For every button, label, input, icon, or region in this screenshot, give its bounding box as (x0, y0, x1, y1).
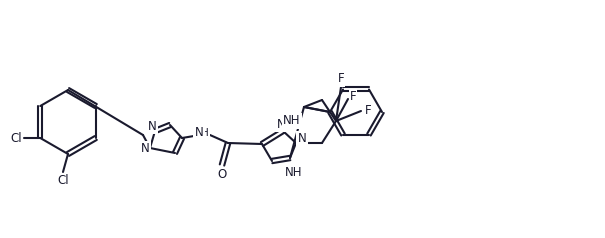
Text: NH: NH (285, 165, 302, 178)
Text: N: N (276, 118, 286, 130)
Text: Cl: Cl (10, 132, 22, 144)
Text: N: N (148, 119, 156, 133)
Text: F: F (350, 90, 356, 104)
Text: N: N (140, 143, 149, 155)
Text: Cl: Cl (57, 174, 69, 188)
Text: F: F (338, 73, 344, 85)
Text: F: F (365, 104, 371, 118)
Text: O: O (217, 169, 227, 182)
Text: NH: NH (283, 114, 301, 128)
Text: N: N (298, 133, 306, 145)
Text: N: N (195, 127, 203, 139)
Text: H: H (201, 128, 209, 138)
